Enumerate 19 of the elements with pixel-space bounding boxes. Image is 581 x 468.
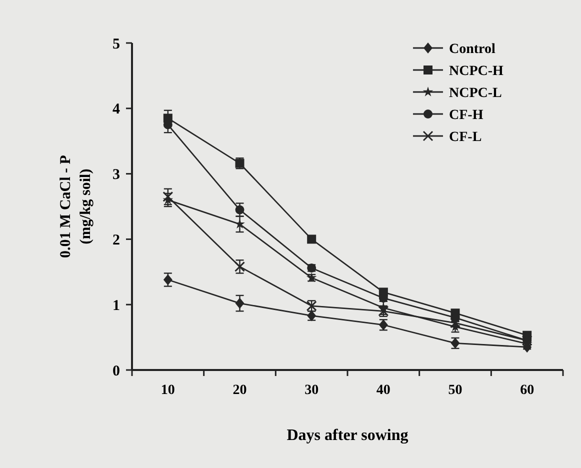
y-tick-label: 4 bbox=[112, 102, 120, 118]
legend-label: CF-L bbox=[449, 130, 482, 145]
y-tick-label: 1 bbox=[112, 298, 120, 314]
x-tick-label: 20 bbox=[232, 383, 247, 398]
y-tick-label: 5 bbox=[112, 36, 120, 52]
x-axis-title: Days after sowing bbox=[286, 427, 408, 444]
x-tick-label: 40 bbox=[376, 383, 390, 398]
legend-label: NCPC-L bbox=[449, 86, 502, 101]
y-tick-label: 0 bbox=[112, 363, 120, 380]
x-tick-label: 10 bbox=[160, 383, 175, 398]
legend-label: CF-H bbox=[449, 108, 484, 123]
x-tick-label: 60 bbox=[520, 383, 534, 398]
y-tick-label: 2 bbox=[112, 232, 120, 248]
x-tick-label: 50 bbox=[448, 383, 462, 398]
legend-label: Control bbox=[449, 42, 496, 57]
y-tick-label: 3 bbox=[112, 167, 120, 184]
x-tick-label: 30 bbox=[304, 383, 319, 398]
legend-label: NCPC-H bbox=[449, 64, 504, 79]
y-axis-title: 0.01 M CaCl - P (mg/kg soil) bbox=[58, 155, 94, 258]
